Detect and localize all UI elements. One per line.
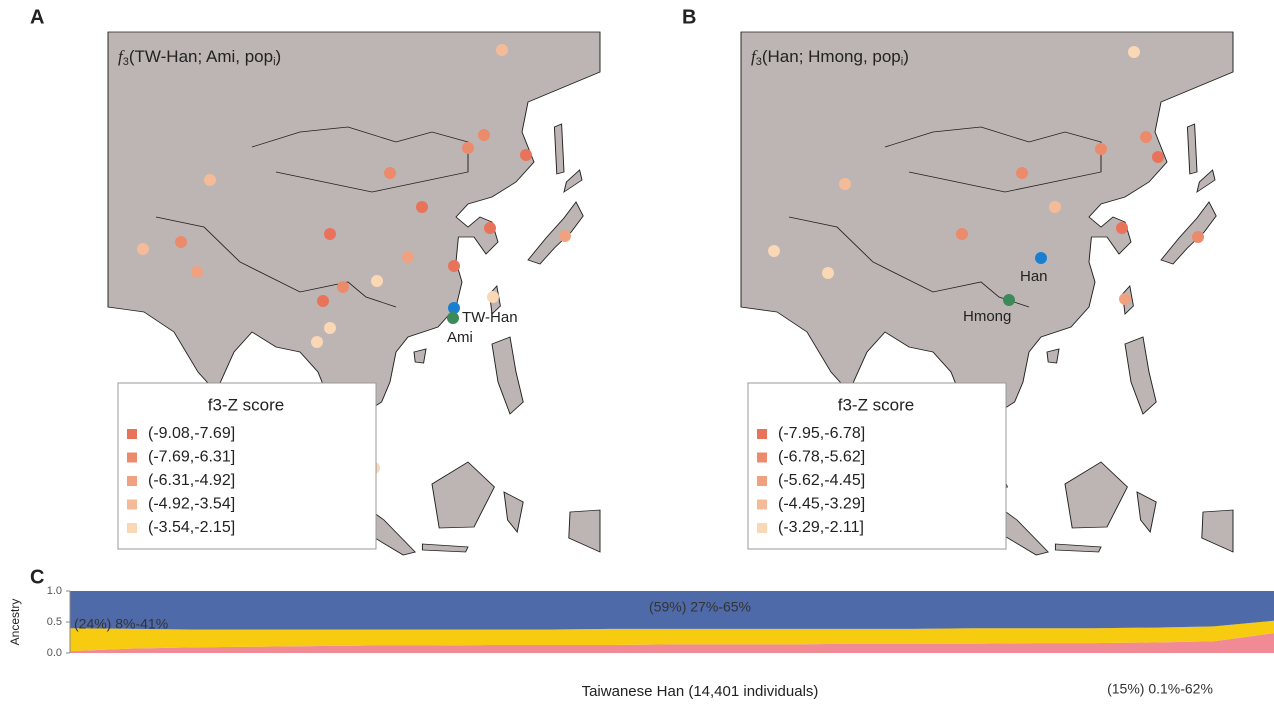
map-point (384, 167, 396, 179)
reference-label: Han (1020, 268, 1048, 285)
map-point (371, 275, 383, 287)
map-point (191, 266, 203, 278)
map-point (204, 174, 216, 186)
legend-label: (-6.31,-4.92] (148, 472, 235, 489)
map-point (1049, 201, 1061, 213)
map-point (175, 236, 187, 248)
legend-swatch (127, 499, 137, 510)
area-band (70, 633, 1274, 653)
legend-label: (-4.45,-3.29] (778, 496, 865, 513)
map-title: f3(Han; Hmong, popi) (751, 47, 909, 68)
reference-label: Ami (447, 329, 473, 346)
legend-swatch (757, 499, 767, 510)
y-axis-label: Ancestry (8, 599, 22, 646)
legend-swatch (127, 429, 137, 439)
y-tick-label: 1.0 (47, 585, 62, 597)
map-point (311, 336, 323, 348)
legend-title: f3-Z score (838, 395, 915, 414)
annotation: (24%) 8%-41% (74, 616, 168, 632)
map-point (402, 251, 414, 263)
map-point (1140, 131, 1152, 143)
legend-label: (-3.54,-2.15] (148, 519, 235, 536)
map-point (1016, 167, 1028, 179)
legend-label: (-7.69,-6.31] (148, 449, 235, 466)
legend-label: (-6.78,-5.62] (778, 449, 865, 466)
legend-swatch (127, 452, 137, 463)
map-point (559, 230, 571, 242)
map-point (496, 44, 508, 56)
map-point (448, 260, 460, 272)
legend-swatch (757, 452, 767, 463)
x-axis-label: Taiwanese Han (14,401 individuals) (582, 683, 819, 700)
map-title: f3(TW-Han; Ami, popi) (118, 47, 281, 68)
reference-point (447, 312, 459, 324)
legend-label: (-9.08,-7.69] (148, 425, 235, 442)
map-point (487, 291, 499, 303)
area-band (70, 591, 1274, 630)
legend-swatch (127, 523, 137, 533)
map-point (1152, 151, 1164, 163)
map-point (1116, 222, 1128, 234)
map-point (1095, 143, 1107, 155)
reference-label: Hmong (963, 308, 1011, 325)
legend-box (747, 382, 1007, 550)
reference-label: TW-Han (462, 309, 518, 326)
map-point (956, 228, 968, 240)
map-point (337, 281, 349, 293)
legend-box (117, 382, 377, 550)
map-point (317, 295, 329, 307)
map-point (324, 228, 336, 240)
map-point (1192, 231, 1204, 243)
map-point (462, 142, 474, 154)
map-point (768, 245, 780, 257)
reference-point (448, 302, 460, 314)
legend-label: (-3.29,-2.11] (778, 519, 864, 536)
map-point (416, 201, 428, 213)
annotation: (15%) 0.1%-62% (1107, 681, 1213, 697)
panel-label: C (30, 566, 44, 588)
map-point (137, 243, 149, 255)
map-point (324, 322, 336, 334)
area-band (70, 620, 1274, 652)
panel-label: A (30, 6, 44, 28)
map-point (839, 178, 851, 190)
panel-label: B (682, 6, 696, 28)
legend-swatch (757, 523, 767, 533)
annotation: (59%) 27%-65% (649, 599, 751, 615)
reference-point (1003, 294, 1015, 306)
map-point (478, 129, 490, 141)
legend-swatch (127, 476, 137, 486)
y-tick-label: 0.0 (47, 647, 62, 659)
legend-title: f3-Z score (208, 395, 285, 414)
map-point (520, 149, 532, 161)
reference-point (1035, 252, 1047, 264)
legend-label: (-4.92,-3.54] (148, 496, 235, 513)
map-point (484, 222, 496, 234)
map-point (822, 267, 834, 279)
legend-swatch (757, 429, 767, 439)
y-tick-label: 0.5 (47, 616, 62, 628)
map-point (1128, 46, 1140, 58)
legend-swatch (757, 476, 767, 486)
legend-label: (-5.62,-4.45] (778, 472, 865, 489)
map-point (1119, 293, 1131, 305)
legend-label: (-7.95,-6.78] (778, 425, 865, 442)
